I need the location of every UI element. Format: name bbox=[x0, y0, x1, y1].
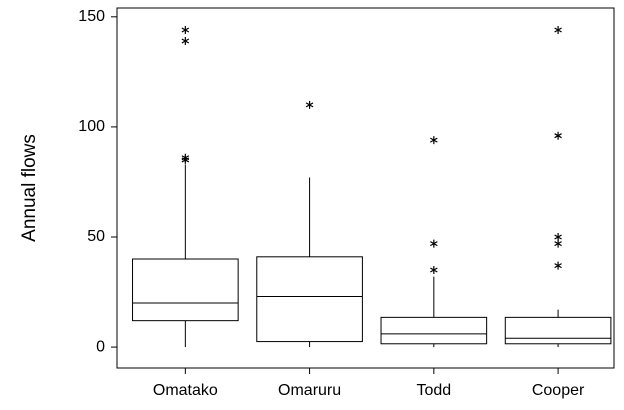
outlier bbox=[181, 37, 190, 46]
x-tick-label: Todd bbox=[416, 382, 451, 399]
outlier bbox=[430, 136, 438, 145]
y-tick-label: 0 bbox=[96, 338, 105, 355]
outlier bbox=[181, 26, 190, 35]
outlier bbox=[554, 261, 562, 270]
y-tick-label: 150 bbox=[78, 8, 105, 25]
plot-frame bbox=[116, 7, 615, 369]
x-tick-label: Omaruru bbox=[278, 382, 341, 399]
x-tick-label: Cooper bbox=[532, 382, 585, 399]
outlier bbox=[305, 100, 314, 109]
x-tick-label: Omatako bbox=[153, 382, 218, 399]
outlier bbox=[554, 26, 562, 35]
y-tick-label: 100 bbox=[78, 118, 105, 135]
box bbox=[504, 316, 612, 345]
outlier bbox=[181, 155, 190, 164]
y-tick-label: 50 bbox=[87, 228, 105, 245]
y-axis-label: Annual flows bbox=[19, 134, 40, 242]
outlier bbox=[554, 131, 562, 140]
outlier bbox=[430, 239, 438, 248]
box bbox=[132, 258, 239, 322]
outlier bbox=[430, 266, 438, 275]
box bbox=[380, 316, 488, 345]
outlier bbox=[554, 239, 562, 248]
box bbox=[256, 256, 363, 343]
